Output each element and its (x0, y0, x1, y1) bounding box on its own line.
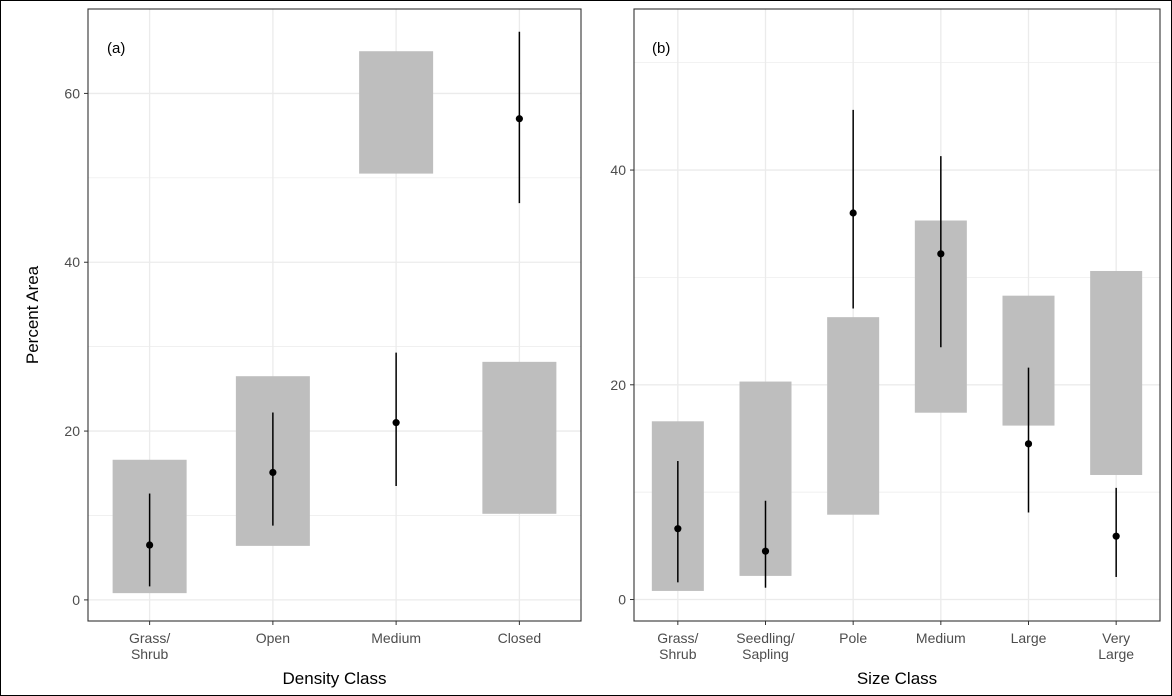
x-tick-label-line: Large (1011, 630, 1047, 646)
x-tick-label-line: Very (1102, 630, 1130, 646)
data-point (146, 541, 154, 549)
chart-panel-a: 0 20 40 60 Grass/Shrub Open Medium Closed (a) Den… (23, 8, 582, 688)
x-tick-label: Very Large (1098, 630, 1134, 662)
x-tick-label-line: Grass/ (657, 630, 698, 646)
x-tick-label-line: Large (1098, 646, 1134, 662)
x-tick-label-line: Pole (839, 630, 867, 646)
x-tick-label: Large (1011, 630, 1047, 646)
x-tick-label: Open (256, 630, 290, 646)
x-tick-label-line: Sapling (742, 646, 789, 662)
data-point (1112, 532, 1120, 540)
chart-panel-b: 0 20 40 Grass/Shrub Seedling/Sapling Pole Medi… (610, 8, 1161, 688)
data-point (392, 419, 400, 427)
x-tick-label: Medium (371, 630, 421, 646)
y-tick-label: 40 (64, 254, 80, 270)
panels: 0 20 40 60 Grass/Shrub Open Medium Closed (a) Den… (23, 8, 1161, 688)
range-bar (1090, 270, 1143, 475)
y-tick-label: 40 (610, 162, 626, 178)
y-tick-label: 0 (618, 592, 626, 608)
data-point (849, 209, 857, 217)
data-point (269, 468, 277, 477)
x-tick-label-line: Shrub (659, 646, 697, 662)
x-tick-label-line: Seedling/ (736, 630, 794, 646)
x-tick-label: Closed (498, 630, 542, 646)
x-tick-label-line: Open (256, 630, 290, 646)
x-tick-label: Seedling/Sapling (736, 630, 794, 662)
y-tick-label: 0 (72, 592, 80, 608)
data-point (1024, 440, 1033, 448)
x-tick-label-line: Medium (916, 630, 966, 646)
panel-label: (b) (652, 40, 670, 57)
x-tick-label: Grass/Shrub (657, 630, 698, 662)
range-bar (827, 317, 880, 515)
data-point (674, 525, 682, 533)
range-bar (482, 361, 557, 514)
data-point (937, 250, 945, 258)
x-tick-label: Medium (916, 630, 966, 646)
data-point (761, 547, 770, 555)
panel-frame (87, 8, 582, 622)
x-tick-label: Grass/Shrub (129, 630, 170, 662)
y-tick-label: 20 (610, 377, 626, 393)
x-tick-label-line: Grass/ (129, 630, 170, 646)
range-bar (359, 51, 434, 174)
x-axis-title: Density Class (283, 669, 387, 688)
y-tick-label: 60 (64, 85, 80, 101)
panel-background (634, 9, 1160, 621)
x-tick-label-line: Shrub (131, 646, 169, 662)
y-axis-title: Percent Area (23, 265, 42, 364)
x-tick-label-line: Closed (498, 630, 542, 646)
x-tick-label: Pole (839, 630, 867, 646)
data-point (515, 115, 523, 123)
x-tick-label-line: Medium (371, 630, 421, 646)
panel-frame (633, 8, 1161, 622)
y-tick-label: 20 (64, 423, 80, 439)
panel-label: (a) (107, 40, 125, 57)
x-axis-title: Size Class (857, 669, 937, 688)
